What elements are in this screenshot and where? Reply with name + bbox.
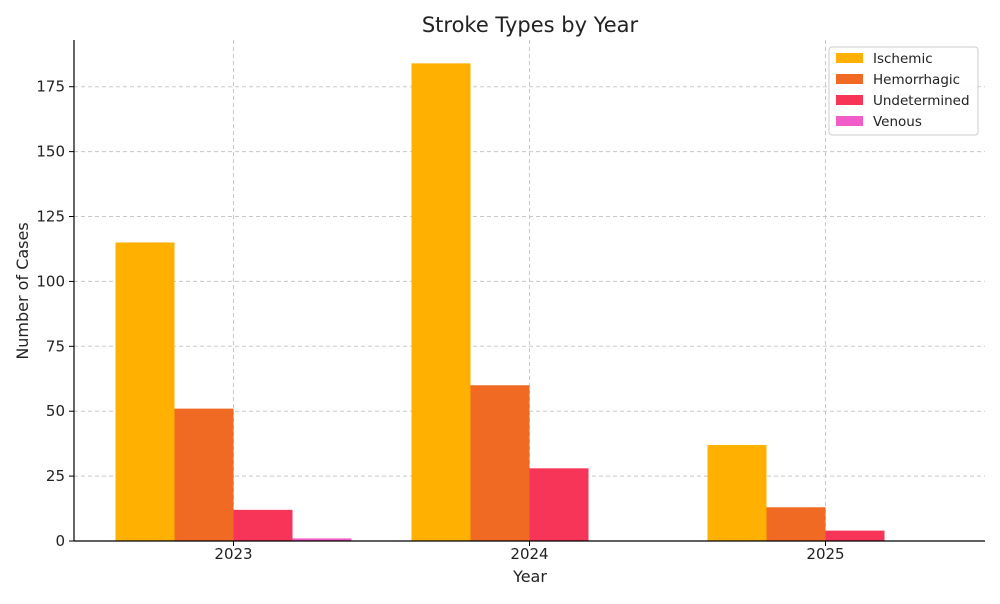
y-axis-title: Number of Cases	[13, 222, 32, 359]
y-tick-label: 0	[55, 532, 65, 550]
y-tick-label: 125	[36, 208, 65, 226]
y-tick-label: 75	[46, 337, 65, 355]
legend-swatch-ischemic	[836, 53, 863, 63]
x-tick-label: 2025	[806, 545, 844, 563]
legend-swatch-hemorrhagic	[836, 74, 863, 84]
legend-box	[828, 46, 979, 136]
legend-label-hemorrhagic: Hemorrhagic	[873, 72, 960, 88]
x-axis-title: Year	[512, 567, 547, 586]
bar-undetermined-2023	[233, 509, 293, 541]
x-tick-label: 2023	[214, 545, 252, 563]
y-tick-label: 150	[36, 143, 65, 161]
legend-swatch-venous	[836, 116, 863, 126]
bar-ischemic-2023	[115, 242, 175, 541]
legend-label-ischemic: Ischemic	[873, 51, 933, 67]
bar-hemorrhagic-2023	[174, 408, 234, 541]
x-tick-label: 2024	[510, 545, 548, 563]
bar-ischemic-2024	[411, 63, 471, 541]
legend-label-venous: Venous	[873, 114, 922, 130]
y-tick-label: 100	[36, 272, 65, 290]
bar-hemorrhagic-2025	[766, 507, 826, 541]
tick-labels: 0 25 50 75 100 125 150 175 2023 2024 2025	[36, 78, 844, 563]
bar-undetermined-2024	[529, 468, 589, 541]
chart-title: Stroke Types by Year	[422, 13, 639, 37]
legend-swatch-undetermined	[836, 95, 863, 105]
legend-label-undetermined: Undetermined	[873, 93, 970, 109]
bar-hemorrhagic-2024	[470, 385, 530, 541]
legend: Ischemic Hemorrhagic Undetermined Venous	[828, 46, 979, 136]
y-tick-label: 50	[46, 402, 65, 420]
bars	[115, 63, 885, 541]
y-tick-label: 175	[36, 78, 65, 96]
bar-venous-2023	[292, 538, 352, 541]
bar-ischemic-2025	[707, 444, 767, 541]
bar-undetermined-2025	[825, 530, 885, 541]
y-tick-label: 25	[46, 467, 65, 485]
